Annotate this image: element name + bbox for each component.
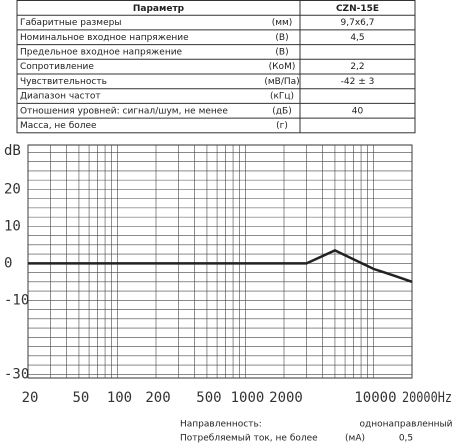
response-line bbox=[28, 249, 413, 284]
spec-value: 0,5 bbox=[399, 434, 413, 444]
param-name: Предельное входное напряжение bbox=[20, 47, 183, 57]
param-unit: (мм) bbox=[272, 18, 293, 28]
param-value: -42 ± 3 bbox=[341, 77, 375, 87]
param-unit: (КоМ) bbox=[269, 62, 296, 72]
spec-value: однонаправленный bbox=[360, 420, 453, 430]
spec-name: Потребляемый ток, не более bbox=[180, 434, 318, 444]
x-tick-label: 10000 bbox=[354, 390, 396, 406]
x-tick-label: 1000 bbox=[231, 390, 265, 406]
y-axis-label: dB bbox=[4, 143, 21, 159]
spec-name: Направленность: bbox=[180, 420, 262, 430]
param-value: 9,7x6,7 bbox=[341, 18, 375, 28]
y-tick-label: 10 bbox=[4, 218, 21, 234]
param-unit: (В) bbox=[275, 33, 288, 43]
param-name: Отношения уровней: сигнал/шум, не менее bbox=[20, 106, 228, 116]
param-unit: (г) bbox=[276, 121, 288, 131]
y-tick-label: -10 bbox=[4, 292, 29, 308]
x-tick-label: 50 bbox=[73, 390, 90, 406]
x-tick-label: 500 bbox=[196, 390, 221, 406]
x-tick-label: 2000 bbox=[269, 390, 303, 406]
param-name: Масса, не более bbox=[20, 121, 97, 131]
param-unit: (кГц) bbox=[270, 92, 294, 102]
param-name: Номинальное входное напряжение bbox=[20, 33, 189, 43]
param-name: Чувствительность bbox=[20, 77, 107, 87]
param-name: Габаритные размеры bbox=[20, 18, 121, 28]
param-value: 40 bbox=[352, 106, 364, 116]
x-tick-label: 20 bbox=[22, 390, 39, 406]
x-tick-label: 200 bbox=[145, 390, 170, 406]
param-unit: (мВ/Па) bbox=[264, 77, 299, 87]
param-name: Диапазон частот bbox=[20, 92, 101, 102]
param-name: Сопротивление bbox=[20, 62, 94, 72]
y-tick-label: 20 bbox=[4, 181, 21, 197]
table-border bbox=[16, 0, 416, 134]
param-value: 4,5 bbox=[350, 33, 364, 43]
header-cell: CZN-15E bbox=[336, 4, 379, 14]
param-unit: (В) bbox=[275, 47, 288, 57]
x-tick-label: 100 bbox=[107, 390, 132, 406]
param-unit: (дБ) bbox=[272, 106, 291, 116]
y-tick-label: -30 bbox=[4, 366, 29, 382]
spec-unit: (мА) bbox=[345, 434, 365, 444]
header-cell: Параметр bbox=[133, 4, 185, 14]
param-value: 2,2 bbox=[350, 62, 364, 72]
x-tick-label: 20000Hz bbox=[402, 390, 452, 406]
y-tick-label: 0 bbox=[4, 255, 12, 271]
